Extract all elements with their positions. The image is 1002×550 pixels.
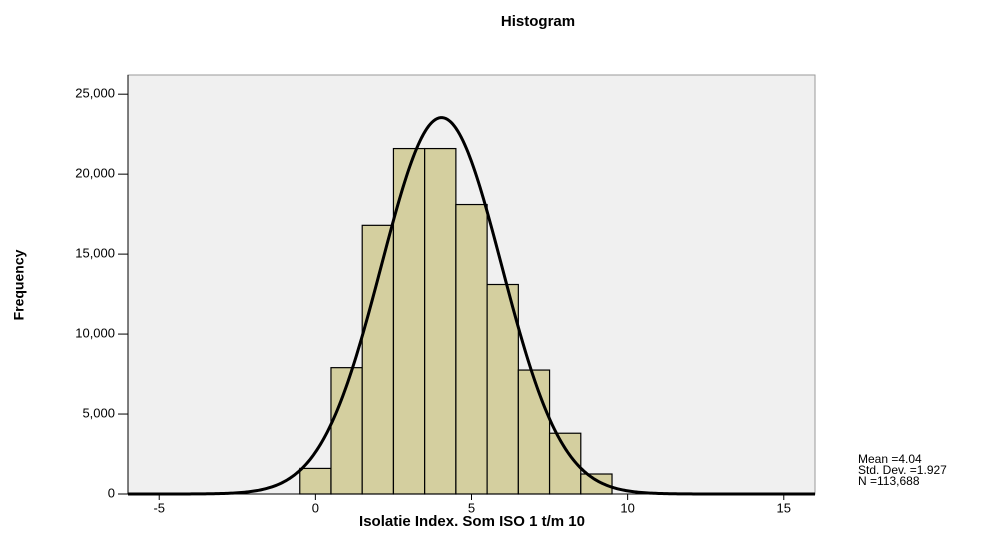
bar	[361, 224, 395, 495]
bar	[455, 203, 488, 495]
x-tick-label: 10	[620, 500, 634, 515]
x-tick-label: 5	[468, 500, 475, 515]
y-tick-label: 15,000	[75, 246, 115, 261]
x-tick-label: -5	[153, 500, 165, 515]
bar	[517, 369, 551, 495]
bar	[424, 147, 457, 495]
y-axis-label: Frequency	[11, 249, 27, 320]
y-tick-label: 25,000	[75, 86, 115, 101]
stat-label: Std. Dev. =1.927	[858, 463, 947, 477]
x-tick-label: 15	[777, 500, 791, 515]
chart-title: Histogram	[501, 13, 575, 30]
y-tick-label: 0	[108, 485, 115, 500]
y-tick-label: 20,000	[75, 166, 115, 181]
bar	[486, 283, 519, 495]
y-tick-label: 5,000	[82, 405, 115, 420]
bar	[299, 467, 332, 495]
stat-label: N =113,688	[858, 474, 920, 488]
y-tick-label: 10,000	[75, 326, 115, 341]
x-axis-label: Isolatie Index. Som ISO 1 t/m 10	[359, 513, 585, 530]
stat-label: Mean =4.04	[858, 452, 922, 466]
x-tick-label: 0	[312, 500, 319, 515]
